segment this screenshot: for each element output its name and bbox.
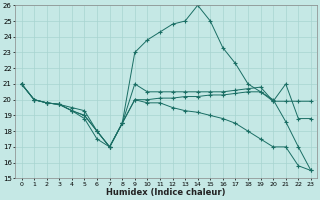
X-axis label: Humidex (Indice chaleur): Humidex (Indice chaleur) [107,188,226,197]
